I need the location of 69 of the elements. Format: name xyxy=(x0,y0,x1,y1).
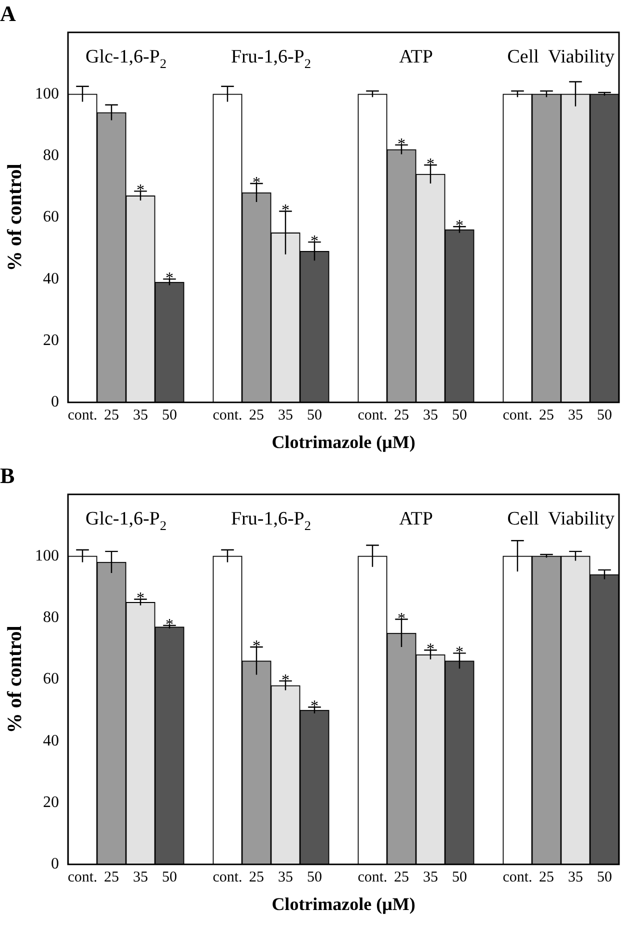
x-tick-label: 35 xyxy=(423,869,438,886)
annotation: Cell Viability xyxy=(507,508,615,530)
x-tick-label: 25 xyxy=(539,407,554,424)
y-tick-label: 60 xyxy=(43,208,59,226)
x-tick-label: 35 xyxy=(423,407,438,424)
x-tick-label: cont. xyxy=(502,407,532,424)
x-tick-label: 50 xyxy=(452,869,467,886)
x-tick-label: 25 xyxy=(394,869,409,886)
data-label: * xyxy=(252,638,260,656)
x-tick-label: 25 xyxy=(394,407,409,424)
x-tick-label: 35 xyxy=(278,407,293,424)
x-axis-title: Clotrimazole (μM) xyxy=(272,432,416,452)
x-tick-label: 50 xyxy=(307,869,322,886)
x-tick-label: cont. xyxy=(68,869,98,886)
y-axis-title: % of control xyxy=(4,625,26,734)
x-tick-label: cont. xyxy=(502,869,532,886)
data-label: * xyxy=(456,218,464,235)
data-label: * xyxy=(426,641,434,658)
x-tick-label: 25 xyxy=(249,407,264,424)
data-label: * xyxy=(310,698,318,716)
data-label: * xyxy=(282,202,290,220)
x-tick-label: cont. xyxy=(212,407,242,424)
y-tick-label: 0 xyxy=(51,394,59,411)
x-tick-label: cont. xyxy=(68,407,98,424)
x-tick-label: 50 xyxy=(307,407,322,424)
y-tick-label: 60 xyxy=(43,670,59,688)
y-tick-label: 20 xyxy=(43,794,59,811)
x-tick-label: 25 xyxy=(539,869,554,886)
data-label: * xyxy=(282,672,290,689)
x-tick-label: cont. xyxy=(212,869,242,886)
x-axis-title: Clotrimazole (μM) xyxy=(272,894,416,914)
data-label: * xyxy=(252,174,260,192)
x-tick-label: cont. xyxy=(358,869,388,886)
x-tick-label: 50 xyxy=(162,869,177,886)
data-label: * xyxy=(456,644,464,662)
y-tick-label: 100 xyxy=(35,85,59,102)
x-tick-label: 50 xyxy=(162,407,177,424)
y-tick-label: 80 xyxy=(43,608,59,626)
x-tick-label: 35 xyxy=(278,869,293,886)
data-label: * xyxy=(166,616,174,634)
x-tick-label: 35 xyxy=(133,407,148,424)
x-tick-label: cont. xyxy=(358,407,388,424)
x-tick-label: 50 xyxy=(597,407,612,424)
y-tick-label: 40 xyxy=(43,732,59,750)
x-tick-label: 25 xyxy=(104,869,119,886)
x-tick-label: 35 xyxy=(568,407,583,424)
annotation: ATP xyxy=(399,508,433,530)
data-label: * xyxy=(166,270,174,288)
y-tick-label: 80 xyxy=(43,146,59,164)
x-tick-label: 25 xyxy=(104,407,119,424)
y-tick-label: 0 xyxy=(51,856,59,873)
data-label: * xyxy=(136,182,144,200)
data-label: * xyxy=(398,136,406,153)
y-tick-label: 100 xyxy=(35,547,59,564)
x-tick-label: 35 xyxy=(133,869,148,886)
y-tick-label: 20 xyxy=(43,332,59,349)
y-axis-title: % of control xyxy=(4,163,26,272)
annotation: ATP xyxy=(399,46,433,68)
annotation: Cell Viability xyxy=(507,46,615,68)
data-label: * xyxy=(310,233,318,250)
x-tick-label: 25 xyxy=(249,869,264,886)
x-tick-label: 35 xyxy=(568,869,583,886)
x-tick-label: 50 xyxy=(597,869,612,886)
y-tick-label: 40 xyxy=(43,270,59,288)
chart-title: A xyxy=(0,0,16,26)
data-label: * xyxy=(426,156,434,173)
x-tick-label: 50 xyxy=(452,407,467,424)
data-label: * xyxy=(136,590,144,608)
chart-title: B xyxy=(0,462,15,488)
